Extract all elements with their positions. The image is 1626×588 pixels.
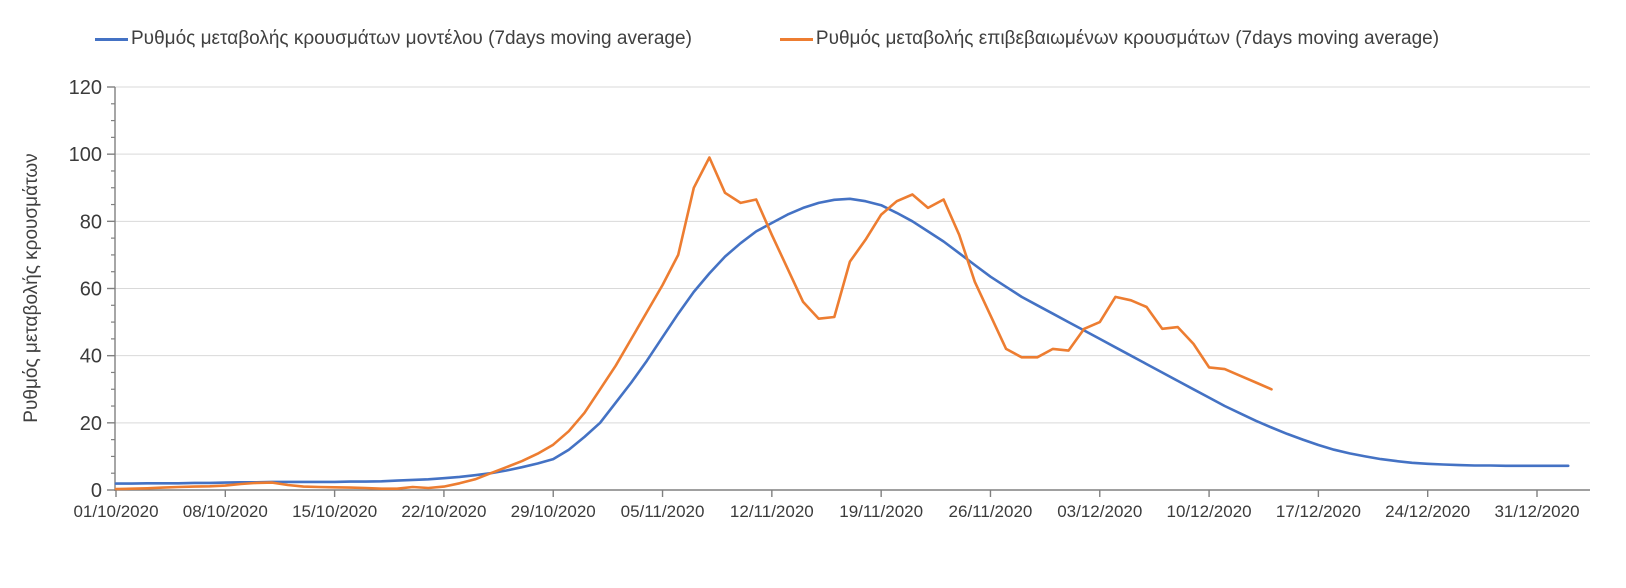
confirmed-line-swatch [779, 37, 813, 41]
x-tick-label-1: 08/10/2020 [183, 502, 268, 521]
chart-legend: Ρυθμός μεταβολής κρουσμάτων μοντέλου (7d… [95, 28, 1439, 50]
x-tick-label-13: 31/12/2020 [1494, 502, 1579, 521]
y-tick-label-40: 40 [80, 346, 102, 368]
x-tick-label-6: 12/11/2020 [730, 502, 814, 521]
x-tick-label-8: 26/11/2020 [949, 502, 1033, 521]
legend-label-confirmed: Ρυθμός μεταβολής επιβεβαιωμένων κρουσμάτ… [815, 28, 1440, 49]
x-tick-label-4: 29/10/2020 [511, 502, 596, 521]
x-tick-label-5: 05/11/2020 [621, 502, 705, 521]
x-tick-label-11: 17/12/2020 [1276, 502, 1361, 521]
legend-item-confirmed: Ρυθμός μεταβολής επιβεβαιωμένων κρουσμάτ… [779, 28, 1440, 50]
y-tick-label-120: 120 [69, 77, 102, 99]
x-tick-label-0: 01/10/2020 [73, 502, 158, 521]
legend-label-model: Ρυθμός μεταβολής κρουσμάτων μοντέλου (7d… [131, 28, 692, 49]
y-tick-label-100: 100 [69, 144, 102, 166]
legend-item-model: Ρυθμός μεταβολής κρουσμάτων μοντέλου (7d… [95, 28, 692, 50]
model-series-line [114, 197, 1570, 485]
model-line-swatch [95, 37, 128, 41]
x-tick-label-9: 03/12/2020 [1057, 502, 1142, 521]
y-tick-label-0: 0 [91, 480, 102, 502]
x-tick-label-2: 15/10/2020 [292, 502, 377, 521]
y-tick-label-60: 60 [80, 279, 102, 301]
x-tick-label-7: 19/11/2020 [839, 502, 923, 521]
x-tick-label-10: 10/12/2020 [1167, 502, 1252, 521]
y-tick-label-80: 80 [80, 211, 102, 233]
confirmed-series-line [114, 156, 1273, 491]
x-tick-label-3: 22/10/2020 [401, 502, 486, 521]
x-tick-label-12: 24/12/2020 [1385, 502, 1470, 521]
y-tick-label-20: 20 [80, 413, 102, 435]
